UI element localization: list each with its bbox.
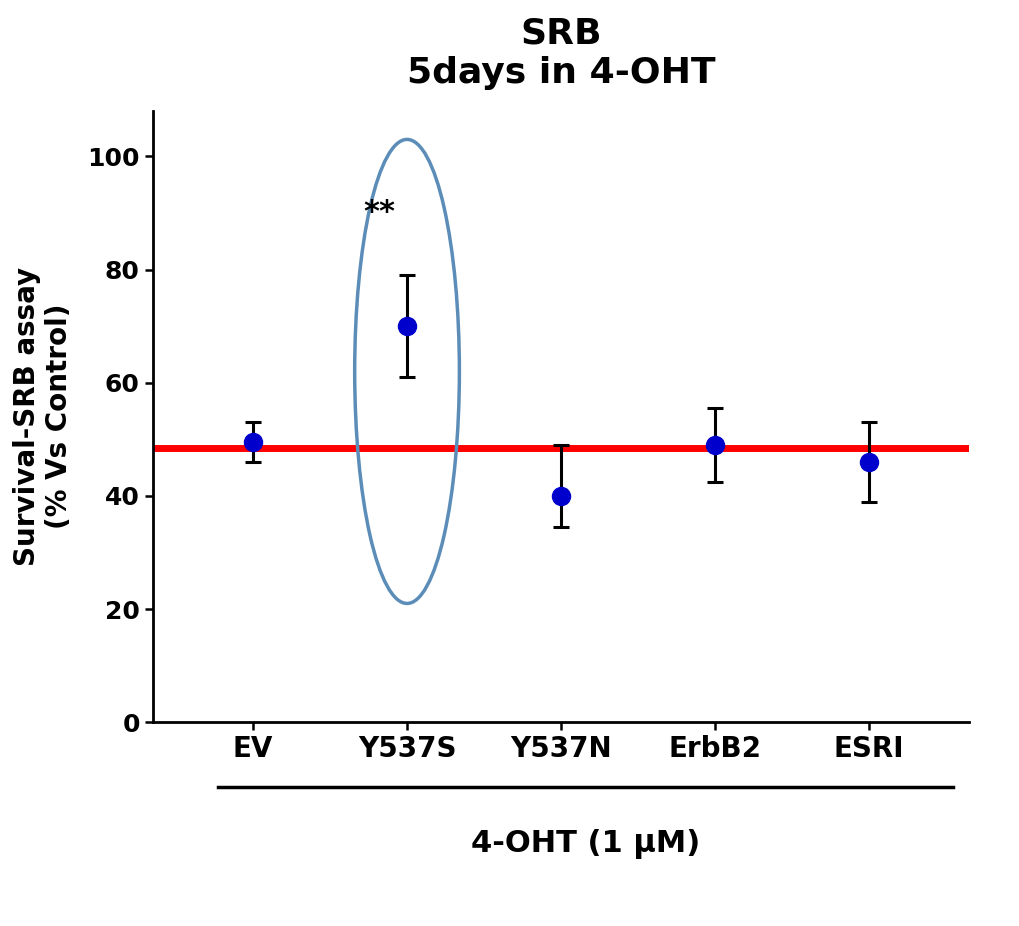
Title: SRB
5days in 4-OHT: SRB 5days in 4-OHT — [407, 17, 714, 91]
Text: **: ** — [363, 198, 395, 228]
Text: 4-OHT (1 μM): 4-OHT (1 μM) — [471, 829, 699, 858]
Y-axis label: Survival-SRB assay
(% Vs Control): Survival-SRB assay (% Vs Control) — [13, 267, 73, 567]
